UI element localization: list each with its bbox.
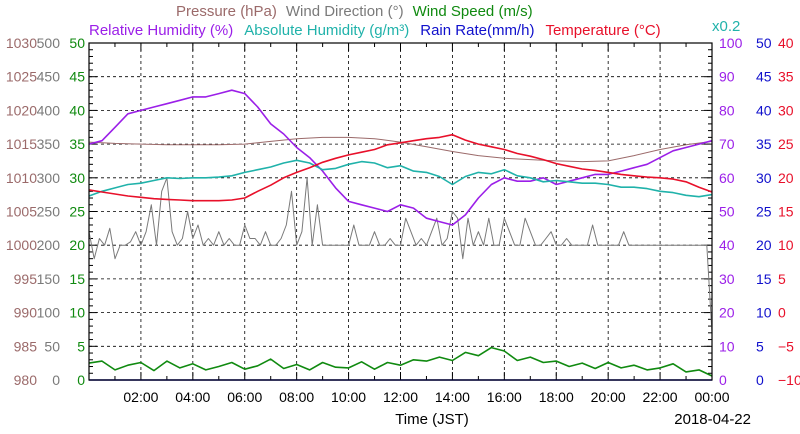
pressure-tick-label: 1000: [6, 237, 37, 253]
legend-title-2: Wind Speed (m/s): [413, 3, 533, 20]
wind-direction-tick-label: 300: [37, 170, 61, 186]
relative-humidity-tick-label: 50: [719, 204, 735, 220]
legend-title-1: Absolute Humidity (g/m³): [244, 22, 409, 39]
series-wind-direction: [88, 177, 713, 333]
relative-humidity-tick-label: 90: [719, 69, 735, 85]
series-temperature-c: [88, 133, 713, 202]
relative-humidity-tick-label: 0: [719, 372, 727, 388]
pressure-tick-label: 1030: [6, 35, 37, 51]
chart-titles: Pressure (hPa) Wind Direction (°) Wind Spe…: [89, 3, 740, 39]
temperature-tick-label: −5: [778, 338, 794, 354]
wind-speed-tick-label: 25: [69, 204, 85, 220]
temperature-tick-label: 35: [778, 69, 794, 85]
wind-speed-tick-label: 30: [69, 170, 85, 186]
relative-humidity-tick-label: 20: [719, 305, 735, 321]
wind-direction-tick-label: 350: [37, 136, 61, 152]
pressure-tick-label: 1005: [6, 204, 37, 220]
wind-direction-tick-label: 0: [52, 372, 60, 388]
series-relative-humidity: [88, 89, 713, 226]
relative-humidity-tick-label: 40: [719, 237, 735, 253]
relative-humidity-tick-label: 70: [719, 136, 735, 152]
wind-direction-tick-label: 50: [44, 338, 60, 354]
x-tick-label: 14:00: [435, 389, 470, 405]
pressure-tick-label: 1025: [6, 69, 37, 85]
wind-direction-tick-label: 500: [37, 35, 61, 51]
x-tick-label: 10:00: [331, 389, 366, 405]
pressure-tick-label: 1020: [6, 102, 37, 118]
x-tick-label: 16:00: [487, 389, 522, 405]
legend-title-1: Wind Direction (°): [286, 3, 404, 20]
temperature-tick-label: 15: [778, 204, 794, 220]
x-tick-label: 20:00: [591, 389, 626, 405]
rain-scale-note: x0.2: [712, 18, 740, 35]
rain-rate-tick-label: 20: [756, 237, 772, 253]
relative-humidity-tick-label: 60: [719, 170, 735, 186]
legend-title-2: Rain Rate(mm/h): [420, 22, 534, 39]
rain-rate-tick-label: 30: [756, 170, 772, 186]
relative-humidity-tick-label: 100: [719, 35, 743, 51]
chart-grid: [89, 43, 712, 380]
rain-rate-tick-label: 45: [756, 69, 772, 85]
series-wind-speed-m-s: [88, 346, 713, 377]
rain-rate-tick-label: 5: [756, 338, 764, 354]
rain-rate-tick-label: 0: [756, 372, 764, 388]
pressure-tick-label: 1015: [6, 136, 37, 152]
wind-speed-tick-label: 5: [77, 338, 85, 354]
rain-rate-tick-label: 40: [756, 102, 772, 118]
rain-rate-tick-label: 35: [756, 136, 772, 152]
x-tick-label: 08:00: [279, 389, 314, 405]
plot-frame: [88, 42, 713, 381]
rain-rate-tick-label: 50: [756, 35, 772, 51]
rain-rate-tick-label: 15: [756, 271, 772, 287]
legend-title-0: Pressure (hPa): [176, 3, 277, 20]
pressure-tick-label: 990: [14, 305, 38, 321]
temperature-tick-label: 20: [778, 170, 794, 186]
x-tick-label: 06:00: [227, 389, 262, 405]
x-axis-label: Time (JST): [395, 411, 469, 428]
wind-direction-tick-label: 100: [37, 305, 61, 321]
wind-speed-tick-label: 50: [69, 35, 85, 51]
temperature-tick-label: −10: [778, 372, 800, 388]
x-tick-label: 00:00: [694, 389, 729, 405]
temperature-tick-label: 0: [778, 305, 786, 321]
wind-direction-tick-label: 400: [37, 102, 61, 118]
temperature-tick-label: 10: [778, 237, 794, 253]
x-tick-label: 02:00: [123, 389, 158, 405]
rain-rate-tick-label: 10: [756, 305, 772, 321]
wind-speed-tick-label: 10: [69, 305, 85, 321]
wind-speed-tick-label: 40: [69, 102, 85, 118]
x-tick-label: 18:00: [539, 389, 574, 405]
temperature-tick-label: 30: [778, 102, 794, 118]
legend-title-3: Temperature (°C): [545, 22, 660, 39]
wind-direction-tick-label: 250: [37, 204, 61, 220]
temperature-tick-label: 25: [778, 136, 794, 152]
pressure-tick-label: 980: [14, 372, 38, 388]
rain-rate-tick-label: 25: [756, 204, 772, 220]
relative-humidity-tick-label: 30: [719, 271, 735, 287]
wind-speed-tick-label: 0: [77, 372, 85, 388]
temperature-tick-label: 5: [778, 271, 786, 287]
pressure-tick-label: 1010: [6, 170, 37, 186]
date-label: 2018-04-22: [674, 411, 751, 428]
pressure-tick-label: 995: [14, 271, 38, 287]
relative-humidity-tick-label: 80: [719, 102, 735, 118]
x-tick-label: 04:00: [175, 389, 210, 405]
wind-speed-tick-label: 45: [69, 69, 85, 85]
wind-direction-tick-label: 200: [37, 237, 61, 253]
relative-humidity-tick-label: 10: [719, 338, 735, 354]
x-tick-label: 22:00: [643, 389, 678, 405]
wind-direction-tick-label: 450: [37, 69, 61, 85]
series-absolute-humidity-g-m: [88, 159, 713, 198]
chart-axes: 02:00 04:00 06:00 08:00 10:00 12:00 14:00 16:00…: [6, 35, 800, 405]
temperature-tick-label: 40: [778, 35, 794, 51]
wind-direction-tick-label: 150: [37, 271, 61, 287]
wind-speed-tick-label: 15: [69, 271, 85, 287]
x-tick-label: 12:00: [383, 389, 418, 405]
legend-title-0: Relative Humidity (%): [89, 22, 233, 39]
wind-speed-tick-label: 20: [69, 237, 85, 253]
wind-speed-tick-label: 35: [69, 136, 85, 152]
pressure-tick-label: 985: [14, 338, 38, 354]
